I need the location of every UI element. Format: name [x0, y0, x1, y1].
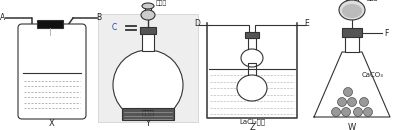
Polygon shape — [314, 52, 390, 117]
Text: F: F — [384, 28, 389, 37]
Circle shape — [338, 98, 346, 106]
FancyBboxPatch shape — [142, 33, 154, 51]
Text: C: C — [112, 22, 117, 31]
Text: X: X — [49, 119, 55, 128]
Text: 稀盐酸: 稀盐酸 — [367, 0, 378, 1]
Text: Z: Z — [249, 122, 255, 130]
Circle shape — [113, 50, 183, 120]
FancyBboxPatch shape — [98, 14, 198, 122]
Circle shape — [360, 98, 369, 106]
FancyBboxPatch shape — [345, 36, 359, 52]
Text: LaCl₃溶液: LaCl₃溶液 — [239, 119, 265, 125]
FancyBboxPatch shape — [122, 108, 174, 120]
Text: E: E — [305, 20, 310, 28]
Circle shape — [332, 108, 340, 116]
Circle shape — [354, 108, 363, 116]
Text: 生石灰: 生石灰 — [142, 110, 154, 116]
FancyBboxPatch shape — [18, 24, 86, 119]
FancyBboxPatch shape — [140, 27, 156, 34]
Text: 液氨水: 液氨水 — [156, 0, 167, 6]
Text: CaCO₃: CaCO₃ — [362, 72, 384, 78]
Ellipse shape — [141, 10, 155, 20]
Ellipse shape — [142, 3, 154, 9]
FancyBboxPatch shape — [342, 28, 362, 37]
Circle shape — [342, 108, 350, 116]
Ellipse shape — [241, 49, 263, 67]
Text: Y: Y — [146, 119, 150, 128]
Ellipse shape — [237, 75, 267, 101]
Text: B: B — [96, 12, 101, 21]
FancyBboxPatch shape — [37, 20, 63, 28]
Text: D: D — [194, 20, 200, 28]
FancyBboxPatch shape — [245, 32, 259, 38]
Circle shape — [348, 98, 356, 106]
Text: W: W — [348, 122, 356, 130]
Ellipse shape — [339, 0, 365, 20]
Circle shape — [344, 87, 352, 96]
Circle shape — [363, 108, 373, 116]
Text: A: A — [0, 12, 6, 21]
Ellipse shape — [342, 4, 362, 18]
